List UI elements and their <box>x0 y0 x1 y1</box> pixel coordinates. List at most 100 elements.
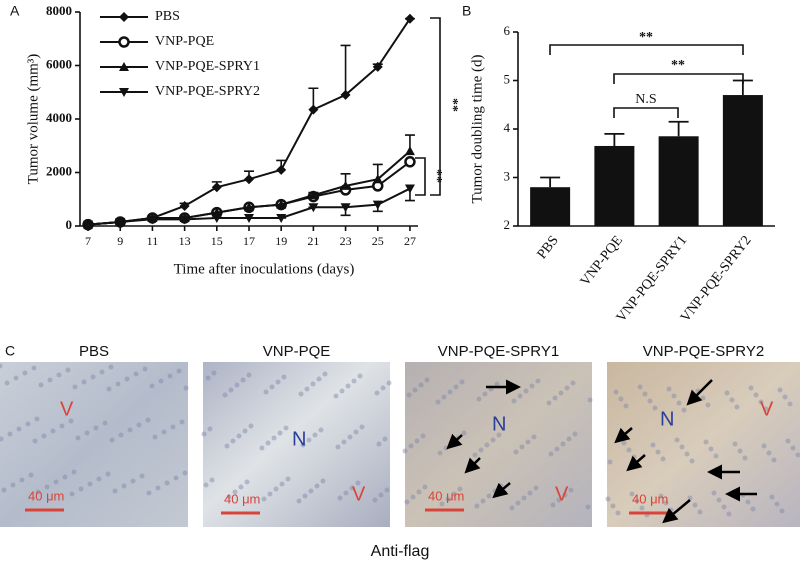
cell <box>296 498 302 504</box>
cell <box>90 374 96 380</box>
cell <box>312 432 318 438</box>
micrograph-title: VNP-PQE <box>263 343 331 360</box>
cell <box>285 476 291 482</box>
cell <box>56 372 62 378</box>
y-tick-label: 4 <box>504 120 511 135</box>
cell <box>384 487 390 493</box>
x-tick-label: PBS <box>535 233 562 262</box>
cell <box>652 405 658 411</box>
cell <box>179 419 185 425</box>
cell <box>621 440 627 446</box>
cell <box>521 495 527 501</box>
cell <box>509 505 515 511</box>
cell <box>31 365 37 371</box>
cell <box>259 445 265 451</box>
cell <box>209 477 215 483</box>
cell <box>766 450 772 456</box>
cell <box>556 497 562 503</box>
data-point <box>308 104 319 115</box>
cell <box>615 510 621 516</box>
cell <box>87 481 93 487</box>
x-tick-label: 25 <box>372 234 384 248</box>
cell <box>22 370 28 376</box>
cell <box>745 499 751 505</box>
cell <box>441 394 447 400</box>
data-point <box>340 89 351 100</box>
cell <box>275 379 281 385</box>
data-point <box>83 220 94 230</box>
cell <box>679 444 685 450</box>
cell <box>443 445 449 451</box>
cell <box>146 490 152 496</box>
cell <box>605 496 611 502</box>
cell <box>234 382 240 388</box>
data-point <box>115 217 126 227</box>
cell <box>490 437 496 443</box>
cell <box>779 508 785 514</box>
cell <box>378 492 384 498</box>
cell <box>613 389 619 395</box>
cell <box>558 390 564 396</box>
cell <box>453 384 459 390</box>
cell <box>320 478 326 484</box>
arrows <box>446 379 757 524</box>
cell <box>697 509 703 515</box>
cell <box>71 469 77 475</box>
cell <box>447 389 453 395</box>
cell <box>550 502 556 508</box>
cell <box>618 396 624 402</box>
y-tick-label: 0 <box>66 217 73 232</box>
y-axis-label: Tumor volume (mm³) <box>25 54 41 185</box>
x-tick-label: 27 <box>404 234 416 248</box>
cell <box>494 381 500 387</box>
cell <box>472 452 478 458</box>
cell <box>261 496 267 502</box>
region-label: V <box>555 483 569 505</box>
cell <box>130 478 136 484</box>
cell <box>50 428 56 434</box>
cell <box>34 416 40 422</box>
cell <box>566 436 572 442</box>
panel-label: B <box>462 3 471 19</box>
cell <box>269 384 275 390</box>
cell <box>99 369 105 375</box>
cell <box>183 385 189 391</box>
cell <box>474 503 480 509</box>
cell <box>761 443 767 449</box>
data-point <box>244 174 254 185</box>
x-tick-label: 11 <box>147 234 159 248</box>
cell <box>676 400 682 406</box>
cell <box>457 486 463 492</box>
x-tick-label: VNP-PQE-SPRY2 <box>678 233 754 325</box>
cell <box>145 417 151 423</box>
cell <box>445 496 451 502</box>
cell <box>681 407 687 413</box>
cell <box>118 432 124 438</box>
legend-marker <box>119 12 129 22</box>
y-axis-label: Tumor doubling time (d) <box>469 54 485 203</box>
cell <box>0 363 3 369</box>
error-bar <box>604 132 625 146</box>
arrow <box>492 482 511 499</box>
cell <box>349 485 355 491</box>
panel-label: A <box>10 3 20 19</box>
x-tick-label: 23 <box>340 234 352 248</box>
cell <box>300 442 306 448</box>
cell <box>38 382 44 388</box>
cell <box>774 501 780 507</box>
cell <box>283 425 289 431</box>
cell <box>554 446 560 452</box>
cell <box>692 502 698 508</box>
cell <box>211 370 217 376</box>
significance-label: N.S <box>635 92 656 107</box>
region-label: N <box>292 428 306 450</box>
data-point <box>147 215 158 225</box>
arrow <box>446 433 463 450</box>
data-point <box>404 146 415 156</box>
x-tick-label: 21 <box>307 234 319 248</box>
cell <box>451 491 457 497</box>
data-point <box>244 213 254 223</box>
cell <box>726 511 732 517</box>
cell <box>343 490 349 496</box>
arrow <box>614 427 633 444</box>
